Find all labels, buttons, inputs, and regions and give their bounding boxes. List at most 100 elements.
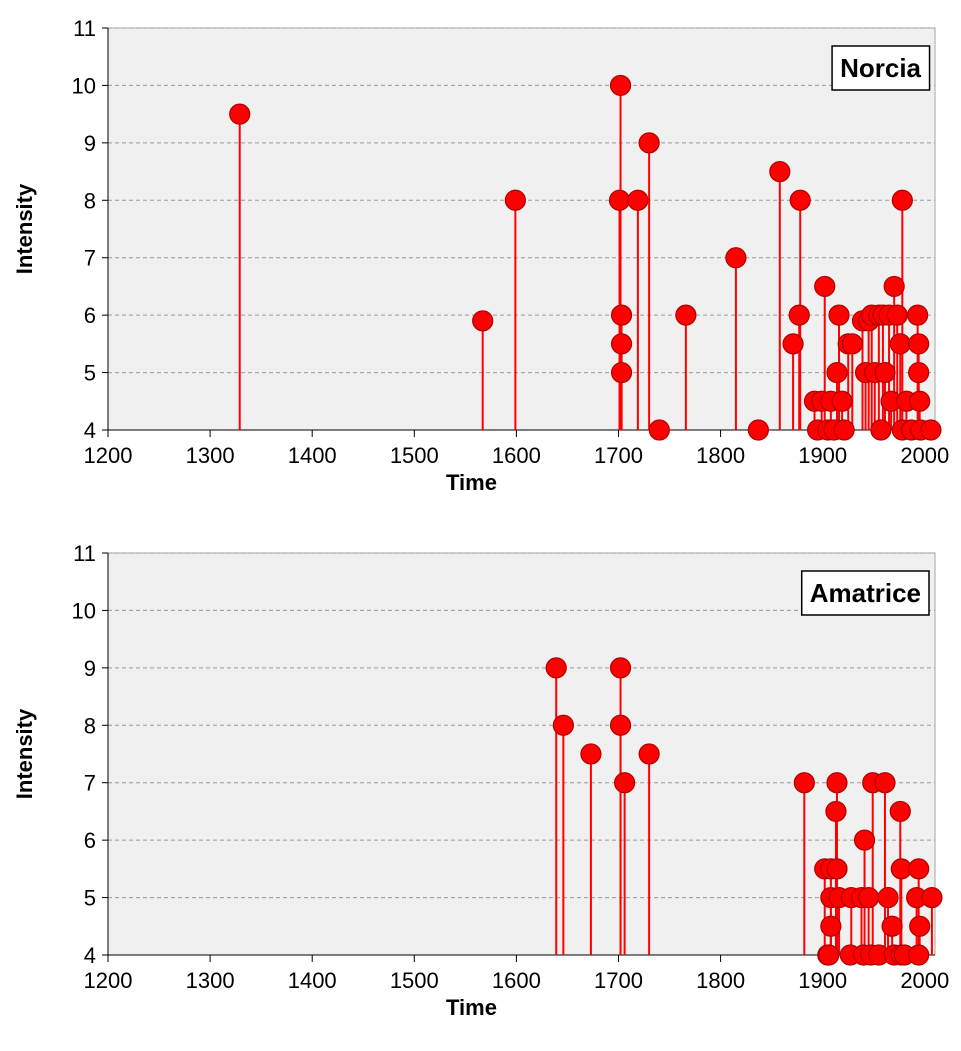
x-tick-label: 1200 (84, 968, 133, 993)
marker (648, 419, 670, 441)
marker (545, 657, 567, 679)
marker (828, 304, 850, 326)
y-tick-label: 4 (84, 943, 96, 968)
marker (614, 772, 636, 794)
marker (609, 74, 632, 97)
x-axis-label: Time (446, 995, 497, 1020)
title-box (800, 570, 930, 616)
x-tick-label: 2000 (900, 443, 949, 468)
x-tick-label: 1400 (288, 968, 337, 993)
y-tick-label: 8 (84, 188, 96, 213)
marker (675, 304, 697, 326)
y-tick-label: 10 (72, 598, 96, 623)
marker (874, 772, 896, 794)
y-tick-label: 7 (84, 246, 96, 271)
marker (908, 333, 930, 355)
marker (877, 886, 899, 909)
x-tick-label: 1700 (594, 968, 643, 993)
marker (920, 419, 942, 441)
marker (504, 189, 526, 211)
marker (881, 915, 903, 937)
marker (747, 419, 769, 441)
marker (870, 419, 892, 441)
y-tick-label: 4 (84, 418, 96, 443)
marker (788, 304, 810, 326)
x-tick-label: 1600 (492, 443, 541, 468)
marker (793, 772, 815, 794)
y-tick-label: 6 (84, 303, 96, 328)
marker (909, 390, 931, 412)
x-tick-label: 1300 (186, 443, 235, 468)
x-tick-label: 1900 (798, 968, 847, 993)
y-tick-label: 8 (84, 713, 96, 738)
marker (638, 743, 660, 765)
marker (908, 944, 930, 966)
marker (609, 714, 632, 736)
marker (789, 189, 811, 211)
x-tick-label: 1500 (390, 968, 439, 993)
x-axis-label: Time (446, 470, 497, 495)
marker (891, 189, 913, 211)
plot-area (107, 27, 936, 431)
marker (818, 944, 840, 966)
y-tick-label: 5 (84, 886, 96, 911)
marker (769, 160, 791, 183)
marker (909, 915, 931, 937)
marker (921, 886, 943, 909)
x-tick-label: 1200 (84, 443, 133, 468)
y-axis-label: Intensity (12, 708, 37, 799)
marker (886, 304, 908, 326)
x-tick-label: 1600 (492, 968, 541, 993)
x-tick-label: 1500 (390, 443, 439, 468)
marker (853, 829, 876, 851)
marker (627, 189, 649, 211)
marker (552, 714, 574, 736)
y-tick-label: 9 (84, 656, 96, 681)
marker (908, 361, 930, 384)
marker (908, 858, 930, 880)
marker (472, 310, 494, 332)
x-tick-label: 1700 (594, 443, 643, 468)
marker (883, 275, 905, 298)
marker (831, 390, 853, 412)
marker (580, 743, 602, 765)
marker (609, 657, 632, 679)
y-tick-label: 10 (72, 73, 96, 98)
y-tick-label: 9 (84, 131, 96, 156)
marker (826, 858, 848, 880)
marker (782, 333, 804, 355)
marker (814, 275, 836, 298)
y-tick-label: 11 (73, 541, 96, 566)
marker (725, 247, 747, 269)
x-tick-label: 1400 (288, 443, 337, 468)
x-tick-label: 1300 (186, 968, 235, 993)
y-tick-label: 11 (73, 16, 96, 41)
marker (826, 772, 848, 794)
marker (229, 103, 251, 125)
marker (610, 361, 633, 384)
marker (907, 304, 929, 326)
x-tick-label: 2000 (900, 968, 949, 993)
marker (841, 333, 863, 355)
marker (889, 800, 911, 823)
title-box (831, 45, 931, 91)
marker (889, 333, 911, 355)
y-axis-label: Intensity (12, 183, 37, 274)
marker (638, 132, 660, 154)
marker (610, 333, 633, 355)
marker (608, 189, 631, 211)
x-tick-label: 1800 (696, 968, 745, 993)
marker (833, 419, 855, 441)
x-tick-label: 1900 (798, 443, 847, 468)
y-tick-label: 7 (84, 771, 96, 796)
chart-title: Amatrice (810, 578, 921, 608)
marker (610, 304, 633, 326)
y-tick-label: 5 (84, 361, 96, 386)
chart-title: Norcia (840, 53, 921, 83)
marker (825, 800, 847, 823)
marker (826, 361, 848, 384)
plot-area (107, 552, 936, 956)
x-tick-label: 1800 (696, 443, 745, 468)
